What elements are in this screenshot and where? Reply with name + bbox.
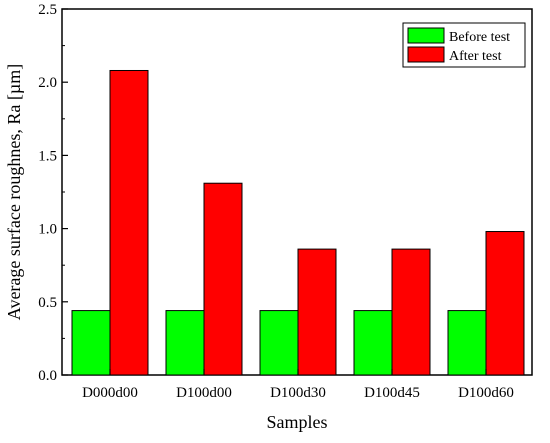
y-tick-label: 0.0 xyxy=(38,368,57,384)
x-tick-label: D100d00 xyxy=(176,385,232,401)
legend-label-after: After test xyxy=(449,49,502,64)
bar-before-D000d00 xyxy=(71,310,111,376)
x-tick-label: D100d30 xyxy=(270,385,326,401)
bar-before-D100d45 xyxy=(353,310,393,376)
y-tick-label: 1.0 xyxy=(38,222,57,238)
y-axis: 0.0 0.5 1.0 1.5 2.0 2.5 xyxy=(38,2,68,384)
legend-swatch-before xyxy=(407,27,445,44)
bar-after-D100d45 xyxy=(391,248,431,376)
x-tick-label: D100d60 xyxy=(458,385,514,401)
bar-after-D100d60 xyxy=(485,231,525,376)
legend: Before test After test xyxy=(402,22,526,68)
x-axis: D000d00 D100d00 D100d30 D100d45 D100d60 xyxy=(82,369,514,401)
bar-before-D100d30 xyxy=(259,310,299,376)
bar-before-D100d00 xyxy=(165,310,205,376)
y-tick-label: 2.5 xyxy=(38,2,57,18)
x-tick-label: D100d45 xyxy=(364,385,420,401)
legend-swatch-after xyxy=(407,46,445,63)
x-tick-label: D000d00 xyxy=(82,385,138,401)
bar-before-D100d60 xyxy=(447,310,487,376)
bar-after-D100d30 xyxy=(297,248,337,376)
y-tick-label: 2.0 xyxy=(38,75,57,91)
x-axis-title: Samples xyxy=(267,412,328,432)
y-axis-title: Average surface roughnes, Ra [µm] xyxy=(4,64,24,320)
bars-group xyxy=(71,69,525,376)
y-tick-label: 1.5 xyxy=(38,148,57,164)
legend-label-before: Before test xyxy=(449,30,510,45)
bar-after-D000d00 xyxy=(109,69,149,376)
y-tick-label: 0.5 xyxy=(38,295,57,311)
bar-after-D100d00 xyxy=(203,182,243,376)
